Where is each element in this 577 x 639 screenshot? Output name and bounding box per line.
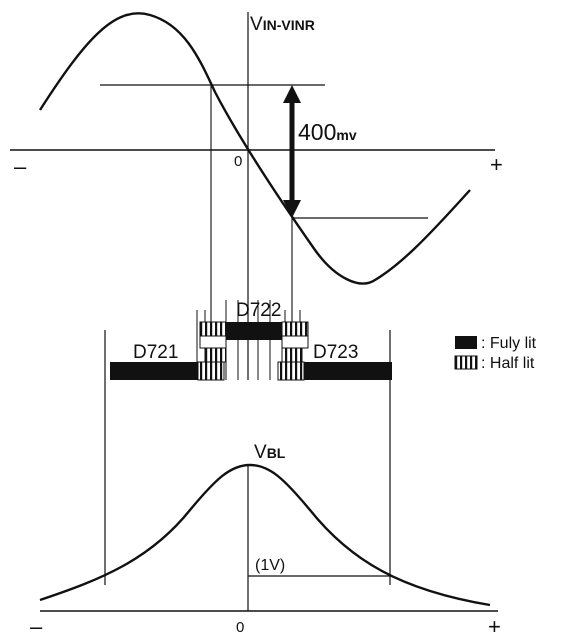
top-axis-label-sub: IN-VINR (263, 17, 315, 33)
d721-half-lit (197, 361, 225, 381)
bottom-minus-label: – (30, 614, 43, 639)
led-bar: D721 D722 D723 (110, 300, 392, 381)
led-d722: D722 (199, 300, 309, 363)
legend-fully-lit-text: : Fuly lit (481, 335, 537, 352)
d722-right-half-lit-step (281, 347, 303, 363)
d722-left-half-lit-step (205, 347, 227, 363)
bottom-plus-label: + (488, 614, 501, 639)
led-d721: D721 (110, 342, 225, 381)
legend-half-lit-text: : Half lit (481, 355, 535, 372)
led-d723: D723 (277, 342, 392, 381)
d722-fully-lit (226, 322, 282, 340)
d723-half-lit (277, 361, 305, 381)
d722-left-half-lit-upper (199, 321, 227, 337)
amplitude-label: 400mv (298, 119, 357, 145)
width-marker-label: (1V) (255, 557, 285, 574)
amplitude-number: 400 (298, 119, 336, 145)
bottom-axis-label-sub: BL (267, 445, 286, 461)
bottom-axis-label: VBL (254, 442, 286, 463)
top-axis-label-main: V (250, 14, 263, 35)
legend: : Fuly lit : Half lit (454, 335, 537, 372)
bottom-graph: VBL 0 – + (1V) (30, 442, 501, 639)
led-d722-label: D722 (236, 300, 281, 321)
amplitude-double-arrow (283, 85, 301, 218)
top-signal-curve (38, 12, 471, 285)
top-origin-label: 0 (234, 153, 242, 170)
bottom-axis-label-main: V (254, 442, 267, 463)
led-d721-label: D721 (133, 342, 178, 363)
amplitude-unit: mv (336, 127, 356, 143)
top-minus-label: – (14, 154, 27, 179)
top-graph: VIN-VINR 0 – + 400mv (10, 12, 503, 380)
led-d723-label: D723 (313, 342, 358, 363)
bottom-origin-label: 0 (236, 619, 244, 636)
legend-fully-lit-swatch (455, 336, 477, 349)
d721-fully-lit (110, 362, 198, 380)
bottom-bell-curve (39, 463, 491, 607)
top-axis-label: VIN-VINR (250, 14, 315, 35)
top-plus-label: + (490, 152, 503, 177)
legend-half-lit-swatch (454, 355, 478, 370)
d722-right-half-lit-lower (281, 335, 309, 349)
d723-fully-lit (304, 362, 392, 380)
d722-left-half-lit-lower (199, 335, 227, 349)
d722-right-half-lit-upper (281, 321, 309, 337)
